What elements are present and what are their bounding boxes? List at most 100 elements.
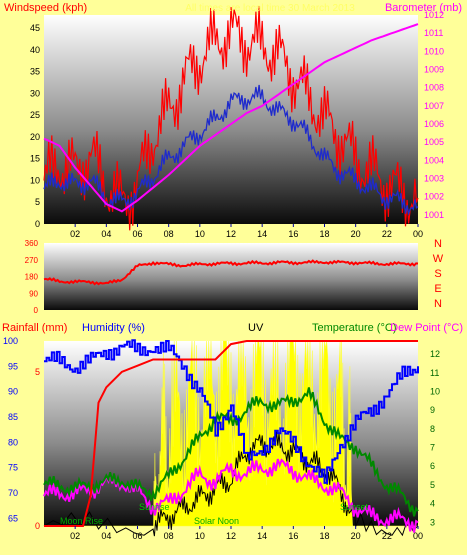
time-tick-label: 22 [382, 229, 392, 239]
temperature-tick-label: 11 [430, 368, 439, 378]
direction-tick-label: 270 [25, 256, 39, 265]
barometer-tick-label: 1005 [424, 137, 444, 147]
dewpoint-axis-label: Dew Point (°C) [390, 322, 463, 334]
wind-direction-line [43, 259, 419, 286]
windspeed-tick-label: 35 [30, 67, 40, 77]
time-tick-label: 14 [257, 229, 267, 239]
rainfall-line [44, 340, 418, 527]
direction-plot-area [44, 243, 418, 310]
temperature-tick-label: 9 [430, 405, 435, 415]
windspeed-tick-label: 5 [35, 197, 40, 207]
temperature-tick-label: 4 [430, 499, 435, 509]
barometer-tick-label: 1009 [424, 65, 444, 75]
time-tick-label: 16 [288, 531, 298, 541]
temperature-tick-label: 7 [430, 443, 435, 453]
time-tick-label: 10 [195, 531, 205, 541]
time-tick-label: 20 [351, 531, 361, 541]
temperature-tick-label: 5 [430, 480, 435, 490]
rainfall-tick-label: 5 [35, 367, 40, 377]
humidity-line [44, 339, 419, 484]
average-wind-line [43, 84, 419, 216]
direction-tick-label: 360 [25, 239, 39, 248]
barometer-tick-label: 1002 [424, 192, 444, 202]
time-tick-label: 10 [195, 229, 205, 239]
temperature-ticks: 3 4 5 6 7 8 9 10 11 12 [430, 349, 440, 527]
windspeed-tick-label: 20 [30, 132, 40, 142]
barometer-tick-label: 1004 [424, 155, 444, 165]
humidity-ticks: 65 70 75 80 85 90 95 100 [3, 336, 18, 523]
wind-plot-area [44, 15, 418, 224]
time-tick-label: 18 [319, 531, 329, 541]
compass-label: S [434, 268, 441, 280]
time-tick-label: 06 [132, 229, 142, 239]
wind-direction-marks [43, 259, 419, 286]
compass-label: N [434, 298, 442, 310]
humidity-tick-label: 100 [3, 336, 18, 346]
time-tick-label: 12 [226, 229, 236, 239]
wind-time-ticks: 02 04 06 08 10 12 14 16 18 20 22 00 [70, 224, 423, 239]
barometer-axis-label: Barometer (mb) [385, 2, 462, 14]
temperature-tick-label: 12 [430, 349, 440, 359]
time-tick-label: 02 [70, 229, 80, 239]
rainfall-tick-label: 0 [35, 521, 40, 531]
barometer-tick-label: 1007 [424, 101, 444, 111]
windspeed-tick-label: 30 [30, 88, 40, 98]
barometer-line [43, 23, 419, 213]
time-tick-label: 14 [257, 531, 267, 541]
uv-axis-label: UV [248, 322, 264, 334]
windspeed-tick-label: 15 [30, 154, 40, 164]
windspeed-axis-label: Windspeed (kph) [4, 2, 87, 14]
windspeed-ticks: 0 5 10 15 20 25 30 35 40 45 [30, 23, 40, 229]
time-tick-label: 08 [164, 531, 174, 541]
direction-ticks: 0 90 180 270 360 [25, 239, 39, 315]
time-tick-label: 12 [226, 531, 236, 541]
barometer-tick-label: 1010 [424, 46, 444, 56]
humidity-tick-label: 85 [8, 412, 18, 422]
time-tick-label: 18 [319, 229, 329, 239]
humidity-tick-label: 95 [8, 361, 18, 371]
barometer-tick-label: 1011 [424, 28, 443, 38]
temperature-tick-label: 3 [430, 517, 435, 527]
rain-time-ticks: 02 04 06 08 10 12 14 16 18 20 22 00 [70, 526, 423, 541]
chart-title: All times are local time 30 March 2013 [185, 3, 355, 14]
rainfall-ticks: 05 [35, 367, 40, 531]
time-tick-label: 22 [382, 531, 392, 541]
temperature-tick-label: 6 [430, 461, 435, 471]
sunrise-label: Sunrise [139, 502, 170, 512]
solar-noon-label: Solar Noon [194, 516, 239, 526]
humidity-tick-label: 70 [8, 488, 18, 498]
windspeed-tick-label: 0 [35, 219, 40, 229]
windspeed-tick-label: 10 [30, 175, 40, 185]
rainfall-axis-label: Rainfall (mm) [2, 322, 67, 334]
windspeed-tick-label: 45 [30, 23, 40, 33]
windspeed-tick-label: 25 [30, 110, 40, 120]
rain-humidity-temp-panel: Rainfall (mm) Humidity (%) UV Temperatur… [2, 322, 463, 541]
time-tick-label: 20 [351, 229, 361, 239]
humidity-tick-label: 65 [8, 513, 18, 523]
temperature-axis-label: Temperature (°C) [312, 322, 396, 334]
time-tick-label: 02 [70, 531, 80, 541]
compass-label: W [433, 253, 444, 265]
sunset-label: Sunset [340, 502, 369, 512]
wind-barometer-marks [43, 6, 419, 231]
windspeed-tick-label: 40 [30, 45, 40, 55]
direction-tick-label: 90 [29, 289, 38, 298]
compass-label: N [434, 238, 442, 250]
time-tick-label: 16 [288, 229, 298, 239]
direction-tick-label: 0 [34, 306, 39, 315]
compass-label: E [434, 283, 441, 295]
direction-tick-label: 180 [25, 273, 39, 282]
humidity-tick-label: 75 [8, 463, 18, 473]
time-tick-label: 00 [413, 531, 423, 541]
time-tick-label: 00 [413, 229, 423, 239]
humidity-tick-label: 80 [8, 437, 18, 447]
temperature-line [43, 387, 419, 517]
moonrise-label: Moon Rise [60, 516, 103, 526]
temperature-tick-label: 8 [430, 424, 435, 434]
humidity-tick-label: 90 [8, 387, 18, 397]
temperature-tick-label: 10 [430, 386, 440, 396]
barometer-ticks: 1001 1002 1003 1004 1005 1006 1007 1008 1009 1010… [424, 10, 444, 220]
barometer-tick-label: 1003 [424, 174, 444, 184]
